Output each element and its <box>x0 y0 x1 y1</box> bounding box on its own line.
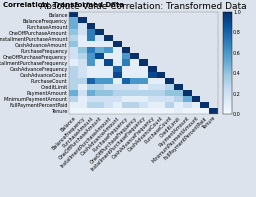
Text: Correlation: Transformed Data: Correlation: Transformed Data <box>3 2 124 8</box>
Title: Absolute Value Correlation: Transformed Data: Absolute Value Correlation: Transformed … <box>40 2 247 11</box>
